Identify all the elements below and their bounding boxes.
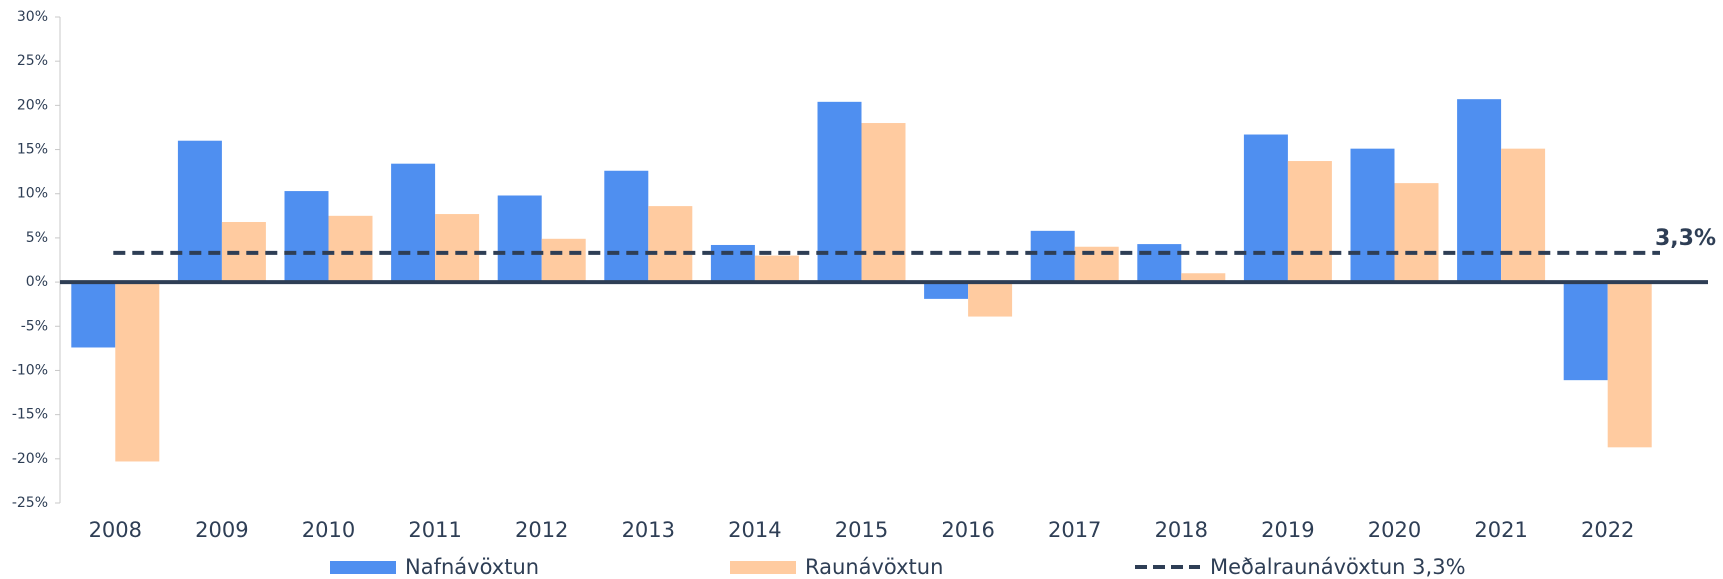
bar [1181,273,1226,283]
y-tick-label: 20% [17,97,48,113]
bar [391,163,436,283]
bar [604,170,649,283]
bar [71,282,116,348]
y-tick-label: -5% [21,318,48,334]
bar [115,282,160,462]
x-tick-label: 2018 [1155,518,1208,542]
x-tick-label: 2013 [622,518,675,542]
y-tick-label: -20% [12,451,48,467]
x-tick-label: 2012 [515,518,568,542]
bar [1350,148,1395,283]
y-tick-label: 15% [17,142,48,158]
legend-swatch [730,561,796,574]
bar [1137,244,1182,283]
bar [435,214,480,283]
x-tick-label: 2008 [89,518,142,542]
bar [861,123,906,283]
x-tick-label: 2009 [195,518,248,542]
legend-label: Meðalraunávöxtun 3,3% [1210,555,1466,579]
bar [328,215,373,283]
y-tick-label: -25% [12,495,48,511]
x-tick-label: 2017 [1048,518,1101,542]
x-tick-label: 2016 [941,518,994,542]
y-tick-label: -15% [12,407,48,423]
bar [1243,134,1288,283]
bar [1030,230,1075,283]
bar [754,255,799,283]
legend-label: Nafnávöxtun [405,555,539,579]
bar [968,282,1013,317]
x-tick-label: 2019 [1261,518,1314,542]
x-tick-label: 2022 [1581,518,1634,542]
y-tick-label: 10% [17,186,48,202]
y-tick-label: 30% [17,9,48,25]
bar [648,206,693,283]
x-tick-label: 2020 [1368,518,1421,542]
y-tick-label: 5% [26,230,48,246]
bar [497,195,542,283]
x-tick-label: 2021 [1474,518,1527,542]
x-tick-label: 2010 [302,518,355,542]
x-tick-label: 2011 [408,518,461,542]
bar [284,191,329,283]
y-tick-label: -10% [12,362,48,378]
legend-label: Raunávöxtun [805,555,943,579]
bar [924,282,969,299]
average-label: 3,3% [1655,226,1716,251]
bar [1394,183,1439,283]
bar [1607,282,1652,448]
x-tick-label: 2015 [835,518,888,542]
bar [541,238,586,283]
bar [1287,161,1332,283]
x-tick-label: 2014 [728,518,781,542]
bar [177,140,222,283]
y-tick-label: 0% [26,274,48,290]
legend-swatch [330,561,396,574]
bar [1563,282,1608,381]
y-tick-label: 25% [17,53,48,69]
bar [710,244,755,283]
bar [817,101,862,283]
bar [1501,148,1546,283]
